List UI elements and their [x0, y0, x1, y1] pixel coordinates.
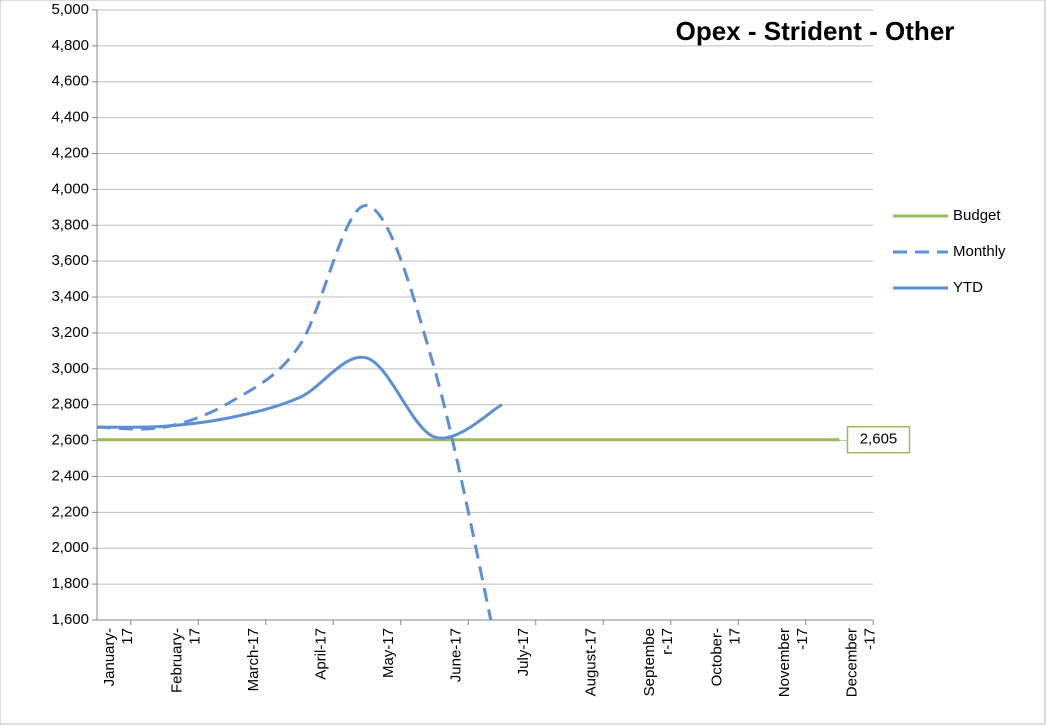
- x-tick-label: August-17: [582, 628, 599, 696]
- legend-label: Monthly: [953, 243, 1006, 260]
- x-tick-label: September-17: [641, 628, 676, 696]
- x-tick-label: March-17: [245, 628, 262, 691]
- x-tick-label: June-17: [447, 628, 464, 682]
- x-tick-label: October-17: [708, 628, 743, 686]
- x-tick-label: January-17: [101, 628, 136, 686]
- y-tick-label: 3,400: [51, 288, 89, 305]
- y-tick-label: 2,800: [51, 396, 89, 413]
- data-label: 2,605: [860, 431, 898, 448]
- y-tick-label: 3,800: [51, 216, 89, 233]
- y-tick-label: 3,600: [51, 252, 89, 269]
- y-tick-label: 3,200: [51, 324, 89, 341]
- y-tick-label: 2,200: [51, 503, 89, 520]
- y-tick-label: 2,000: [51, 539, 89, 556]
- y-tick-label: 1,600: [51, 611, 89, 628]
- x-tick-label: April-17: [312, 628, 329, 680]
- y-tick-label: 1,800: [51, 575, 89, 592]
- y-tick-label: 3,000: [51, 360, 89, 377]
- data-label-box: [846, 425, 911, 454]
- x-tick-label: November-17: [776, 628, 811, 697]
- series-line: [97, 204, 493, 620]
- y-tick-label: 4,200: [51, 144, 89, 161]
- plot: [97, 204, 840, 620]
- chart-title: Opex - Strident - Other: [676, 16, 955, 46]
- x-tick-label: May-17: [380, 628, 397, 678]
- legend-label: YTD: [953, 279, 983, 296]
- y-tick-label: 4,400: [51, 109, 89, 126]
- y-tick-label: 4,800: [51, 37, 89, 54]
- series-line: [97, 355, 503, 440]
- y-tick-label: 2,600: [51, 432, 89, 449]
- legend-label: Budget: [953, 207, 1001, 224]
- x-tick-label: February-17: [168, 628, 203, 693]
- y-tick-label: 2,400: [51, 467, 89, 484]
- x-tick-label: July-17: [515, 628, 532, 676]
- y-tick-label: 4,600: [51, 73, 89, 90]
- x-tick-label: December-17: [843, 628, 878, 697]
- y-tick-label: 4,000: [51, 180, 89, 197]
- y-tick-label: 5,000: [51, 1, 89, 18]
